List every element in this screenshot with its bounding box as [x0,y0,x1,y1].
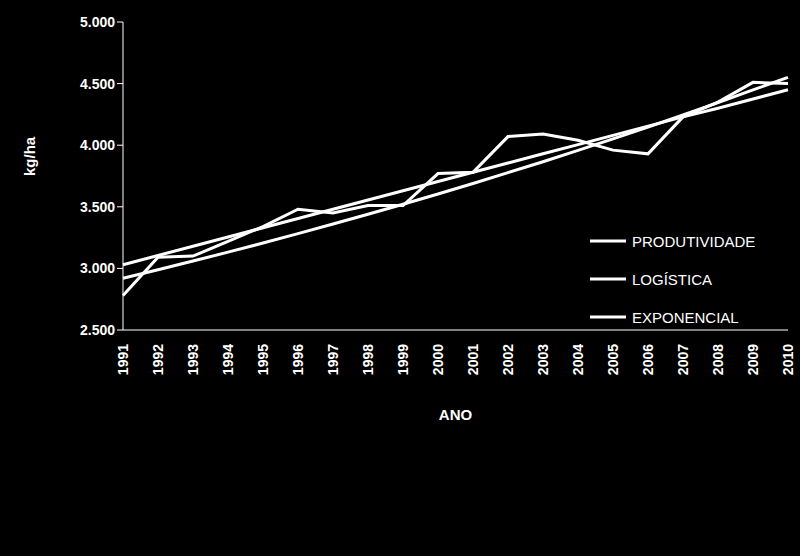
svg-text:2007: 2007 [675,344,691,375]
svg-text:3.000: 3.000 [80,260,115,276]
svg-text:3.500: 3.500 [80,199,115,215]
svg-text:2000: 2000 [430,344,446,375]
svg-text:4.500: 4.500 [80,76,115,92]
svg-text:1993: 1993 [185,344,201,375]
svg-text:1992: 1992 [150,344,166,375]
svg-text:2004: 2004 [570,344,586,375]
svg-text:2003: 2003 [535,344,551,375]
svg-text:1999: 1999 [395,344,411,375]
svg-text:5.000: 5.000 [80,14,115,30]
svg-text:2010: 2010 [780,344,792,375]
svg-text:2006: 2006 [640,344,656,375]
html-text:PRODUTIVIDADE: PRODUTIVIDADE [632,232,756,250]
svg-text:2008: 2008 [710,344,726,375]
svg-text:1995: 1995 [255,344,271,375]
svg-text:1994: 1994 [220,344,236,375]
svg-text:kg/ha: kg/ha [21,136,38,176]
svg-text:2002: 2002 [500,344,516,375]
svg-text:2009: 2009 [745,344,761,375]
svg-text:2005: 2005 [605,344,621,375]
svg-text:1996: 1996 [290,344,306,375]
svg-text:2001: 2001 [465,344,481,375]
html-text:LOGÍSTICA: LOGÍSTICA [632,270,712,288]
svg-text:ANO: ANO [439,406,473,423]
svg-text:1991: 1991 [115,344,131,375]
html-text:EXPONENCIAL: EXPONENCIAL [632,308,739,326]
svg-text:4.000: 4.000 [80,137,115,153]
svg-text:1998: 1998 [360,344,376,375]
svg-text:1997: 1997 [325,344,341,375]
svg-text:2.500: 2.500 [80,322,115,338]
